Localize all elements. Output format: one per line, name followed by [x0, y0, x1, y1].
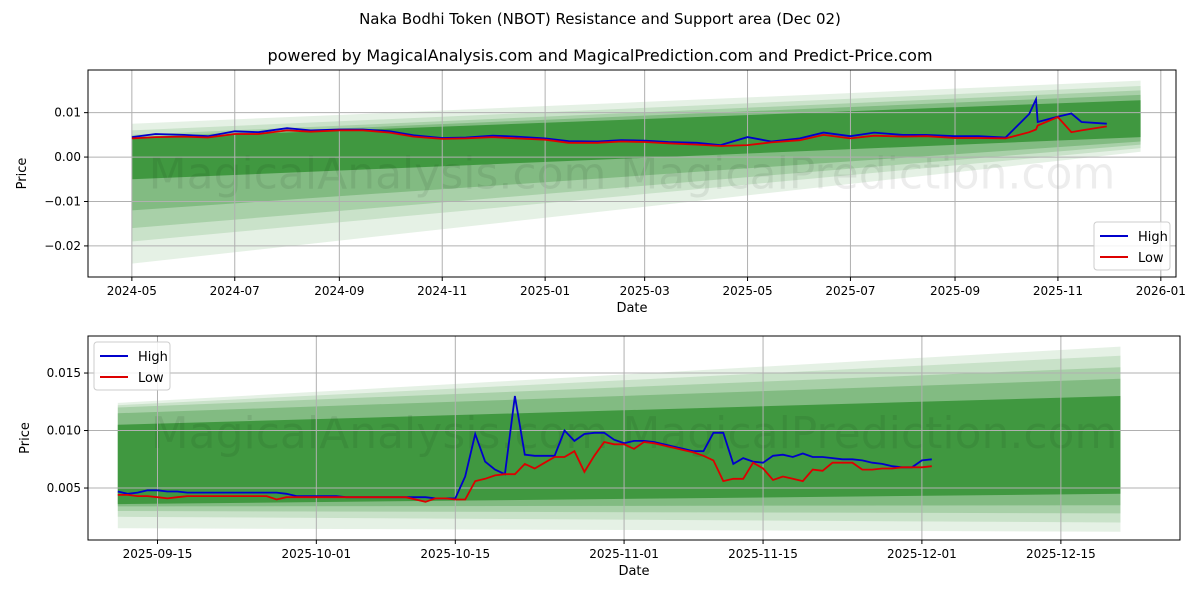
y-tick-label: 0.005 — [47, 481, 81, 495]
x-tick-label: 2026-01 — [1136, 284, 1186, 298]
legend-label-low: Low — [1138, 251, 1164, 266]
watermark: MagicalAnalysis.com MagicalPrediction.co… — [149, 149, 1116, 200]
x-tick-label: 2024-05 — [107, 284, 157, 298]
x-tick-label: 2025-11-15 — [728, 547, 798, 561]
axes-frame — [87, 69, 1177, 278]
y-tick-label: −0.01 — [44, 194, 81, 208]
chart-title: Naka Bodhi Token (NBOT) Resistance and S… — [359, 10, 841, 28]
series-line-high — [131, 95, 1107, 147]
x-axis-label: Date — [618, 564, 649, 579]
x-tick-label: 2024-09 — [314, 284, 364, 298]
y-tick-label: 0.01 — [54, 106, 81, 120]
legend-label-high: High — [1138, 230, 1168, 245]
x-tick-label: 2025-11-01 — [589, 547, 659, 561]
x-tick-label: 2025-09 — [930, 284, 980, 298]
series-line-low — [131, 116, 1107, 147]
x-tick-label: 2024-07 — [210, 284, 260, 298]
x-axis-label: Date — [616, 301, 647, 316]
y-tick-label: 0.00 — [54, 150, 81, 164]
watermark: MagicalAnalysis.com MagicalPrediction.co… — [151, 408, 1118, 459]
y-tick-label: 0.010 — [47, 424, 81, 438]
x-tick-label: 2025-10-15 — [420, 547, 490, 561]
x-tick-label: 2025-09-15 — [123, 547, 193, 561]
x-tick-label: 2025-05 — [722, 284, 772, 298]
y-axis-label: Price — [15, 158, 30, 190]
x-tick-label: 2025-12-01 — [887, 547, 957, 561]
legend-label-low: Low — [138, 371, 164, 386]
legend: High Low — [93, 341, 171, 391]
chart-1: MagicalAnalysis.com MagicalPrediction.co… — [15, 69, 1186, 316]
x-tick-label: 2025-12-15 — [1026, 547, 1096, 561]
chart-subtitle: powered by MagicalAnalysis.com and Magic… — [267, 46, 933, 65]
x-tick-label: 2025-01 — [520, 284, 570, 298]
x-tick-label: 2025-07 — [825, 284, 875, 298]
legend: High Low — [1093, 221, 1171, 271]
series-line-high — [117, 395, 932, 500]
y-axis-label: Price — [18, 422, 33, 454]
support-resistance-band-5 — [117, 396, 1121, 505]
series-line-low — [117, 440, 932, 503]
x-tick-label: 2024-11 — [417, 284, 467, 298]
y-tick-label: 0.015 — [47, 366, 81, 380]
x-tick-label: 2025-10-01 — [281, 547, 351, 561]
x-tick-label: 2025-11 — [1033, 284, 1083, 298]
x-tick-label: 2025-03 — [620, 284, 670, 298]
legend-label-high: High — [138, 350, 168, 365]
axes-frame — [87, 335, 1181, 541]
plot-area: MagicalAnalysis.com MagicalPrediction.co… — [88, 70, 1176, 277]
chart-2: MagicalAnalysis.com MagicalPrediction.co… — [18, 335, 1181, 579]
y-tick-label: −0.02 — [44, 239, 81, 253]
plot-area: MagicalAnalysis.com MagicalPrediction.co… — [88, 336, 1180, 540]
